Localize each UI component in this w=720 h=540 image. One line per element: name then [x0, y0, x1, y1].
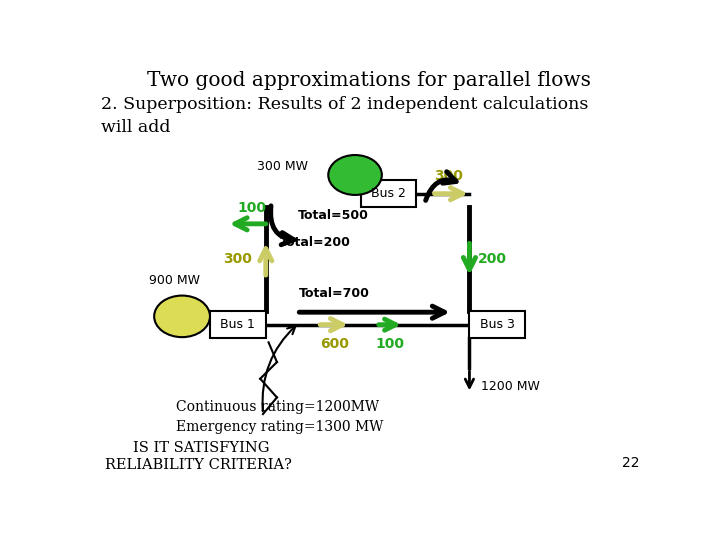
Text: Total=500: Total=500 — [298, 210, 369, 222]
Text: Bus 2: Bus 2 — [371, 187, 406, 200]
Text: 100: 100 — [238, 201, 266, 215]
Text: 1200 MW: 1200 MW — [481, 380, 539, 393]
Text: 300: 300 — [434, 170, 463, 183]
Text: 300 MW: 300 MW — [256, 160, 307, 173]
Circle shape — [154, 295, 210, 337]
Text: Total=200: Total=200 — [280, 237, 351, 249]
FancyBboxPatch shape — [361, 180, 416, 207]
Text: RELIABILITY CRITERIA?: RELIABILITY CRITERIA? — [105, 458, 292, 472]
Text: Two good approximations for parallel flows: Two good approximations for parallel flo… — [147, 71, 591, 90]
Text: 300: 300 — [223, 252, 252, 266]
Text: 200: 200 — [478, 252, 507, 266]
Text: 600: 600 — [320, 337, 348, 351]
Text: Emergency rating=1300 MW: Emergency rating=1300 MW — [176, 420, 384, 434]
Text: 22: 22 — [622, 456, 639, 470]
Text: Bus 1: Bus 1 — [220, 318, 256, 331]
Text: Bus 3: Bus 3 — [480, 318, 515, 331]
Text: will add: will add — [101, 119, 171, 136]
FancyBboxPatch shape — [210, 311, 266, 338]
Text: IS IT SATISFYING: IS IT SATISFYING — [133, 441, 270, 455]
Text: 100: 100 — [375, 337, 405, 351]
Text: Total=700: Total=700 — [299, 287, 369, 300]
FancyBboxPatch shape — [469, 311, 526, 338]
Text: Continuous rating=1200MW: Continuous rating=1200MW — [176, 400, 379, 414]
Text: 2. Superposition: Results of 2 independent calculations: 2. Superposition: Results of 2 independe… — [101, 96, 588, 113]
Circle shape — [328, 155, 382, 195]
Text: 900 MW: 900 MW — [148, 274, 199, 287]
